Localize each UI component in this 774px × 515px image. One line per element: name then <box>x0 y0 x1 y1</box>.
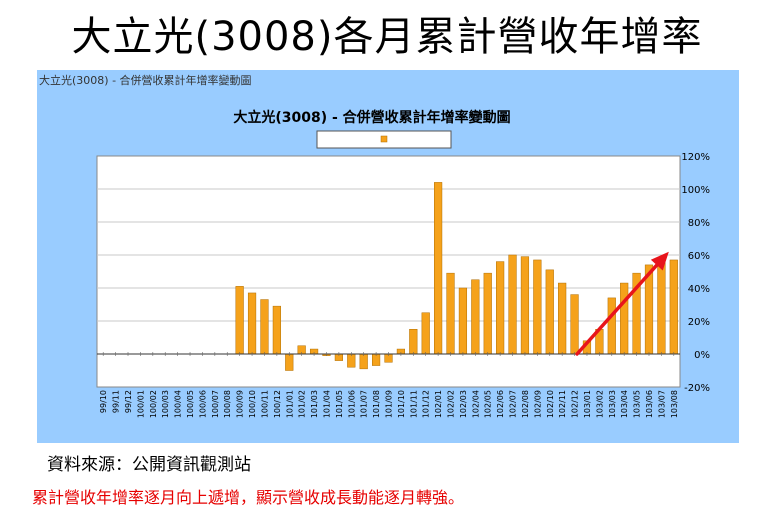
y-tick-label: 100% <box>681 185 710 196</box>
bar <box>545 269 554 355</box>
bar <box>483 272 492 355</box>
y-tick-label: 40% <box>688 284 710 295</box>
x-tick-label: 101/10 <box>397 390 406 418</box>
x-tick-label: 103/04 <box>620 390 629 418</box>
trend-arrow-line <box>575 263 659 356</box>
x-tick-label: 101/06 <box>347 390 356 418</box>
x-tick-label: 99/11 <box>112 390 121 413</box>
chart: 大立光(3008) - 合併營收累計年增率變動圖 120% 100% 80% 60% 4… <box>96 109 710 418</box>
x-tick-label: 103/05 <box>633 390 642 418</box>
x-tick-label: 101/12 <box>422 390 431 418</box>
x-tick-label: 103/01 <box>583 390 592 418</box>
bar <box>558 282 567 355</box>
bar <box>496 261 505 355</box>
bar <box>570 294 579 355</box>
legend <box>316 130 452 149</box>
x-tick-label: 100/07 <box>211 390 220 418</box>
bar <box>409 329 418 355</box>
bar <box>471 279 480 355</box>
chart-panel: 大立光(3008) - 合併營收累計年增率變動圖 大立光(3008) - 合併營… <box>37 70 739 443</box>
x-tick-label: 101/08 <box>372 390 381 418</box>
bar <box>657 261 666 355</box>
bar <box>458 287 468 355</box>
x-tick-label: 101/03 <box>310 390 319 418</box>
x-tick-label: 102/09 <box>533 390 542 418</box>
x-tick-label: 100/02 <box>149 390 158 418</box>
bar <box>421 312 430 355</box>
x-tick-label: 103/03 <box>608 390 617 418</box>
bar <box>235 286 244 355</box>
x-tick-label: 101/05 <box>335 390 344 418</box>
x-tick-label: 100/10 <box>248 390 257 418</box>
bar <box>520 256 530 355</box>
x-tick-label: 100/01 <box>136 390 145 418</box>
bar <box>359 353 368 370</box>
legend-swatch <box>380 135 388 143</box>
bar <box>272 305 281 355</box>
page-title: 大立光(3008)各月累計營收年增率 <box>71 14 703 60</box>
x-tick-label: 102/08 <box>521 390 530 418</box>
x-tick-label: 101/02 <box>298 390 307 418</box>
bar <box>533 259 542 355</box>
x-tick-label: 101/04 <box>322 390 331 418</box>
bars <box>235 182 678 371</box>
x-tick-label: 103/08 <box>670 390 679 418</box>
bar <box>620 282 629 355</box>
x-tick-label: 100/12 <box>273 390 282 418</box>
y-tick-label: 20% <box>688 317 710 328</box>
x-tick-label: 100/04 <box>174 390 183 418</box>
chart-title: 大立光(3008) - 合併營收累計年增率變動圖 <box>233 109 510 126</box>
x-tick-label: 102/01 <box>434 390 443 418</box>
x-axis-ticks: 99/10 99/11 99/12 100/01 100/02 100/03 100/04 1… <box>99 352 679 418</box>
x-tick-label: 100/05 <box>186 390 195 418</box>
x-tick-label: 102/07 <box>509 390 518 418</box>
gridlines <box>97 188 680 322</box>
y-tick-label: 120% <box>681 152 710 163</box>
x-tick-label: 101/11 <box>409 390 418 418</box>
y-tick-label: 0% <box>694 350 710 361</box>
x-tick-label: 102/05 <box>484 390 493 418</box>
x-tick-label: 101/07 <box>360 390 369 418</box>
x-tick-label: 102/02 <box>447 390 456 418</box>
x-tick-label: 103/07 <box>657 390 666 418</box>
x-tick-label: 102/11 <box>558 390 567 418</box>
x-tick-label: 101/01 <box>285 390 294 418</box>
x-tick-label: 102/06 <box>496 390 505 418</box>
trend-arrow-head <box>650 251 669 271</box>
note-text: 累計營收年增率逐月向上遞增，顯示營收成長動能逐月轉強。 <box>32 488 465 507</box>
x-tick-label: 100/11 <box>260 390 269 418</box>
x-tick-label: 100/03 <box>161 390 170 418</box>
trend-arrow <box>575 251 669 356</box>
x-tick-label: 100/09 <box>236 390 245 418</box>
x-tick-label: 100/06 <box>198 390 207 418</box>
x-tick-label: 99/10 <box>99 390 108 413</box>
y-tick-label: -20% <box>684 383 710 394</box>
bar <box>247 292 257 355</box>
y-axis-ticks: 120% 100% 80% 60% 40% 20% 0% -20% <box>681 152 710 394</box>
x-tick-label: 102/12 <box>571 390 580 418</box>
x-tick-label: 103/06 <box>645 390 654 418</box>
y-tick-label: 60% <box>688 251 710 262</box>
x-tick-label: 102/03 <box>459 390 468 418</box>
bar <box>434 182 443 355</box>
source-text: 資料來源：公開資訊觀測站 <box>47 455 251 475</box>
bar <box>285 353 294 371</box>
bar <box>607 297 616 355</box>
x-tick-label: 102/10 <box>546 390 555 418</box>
x-tick-label: 101/09 <box>385 390 394 418</box>
x-tick-label: 103/02 <box>595 390 604 418</box>
bar <box>260 299 269 355</box>
bar <box>508 254 517 355</box>
x-tick-label: 99/12 <box>124 390 133 413</box>
bar <box>669 259 678 355</box>
y-tick-label: 80% <box>688 218 710 229</box>
panel-caption: 大立光(3008) - 合併營收累計年增率變動圖 <box>39 74 252 87</box>
bar <box>446 272 455 355</box>
x-tick-label: 102/04 <box>471 390 480 418</box>
x-tick-label: 100/08 <box>223 390 232 418</box>
